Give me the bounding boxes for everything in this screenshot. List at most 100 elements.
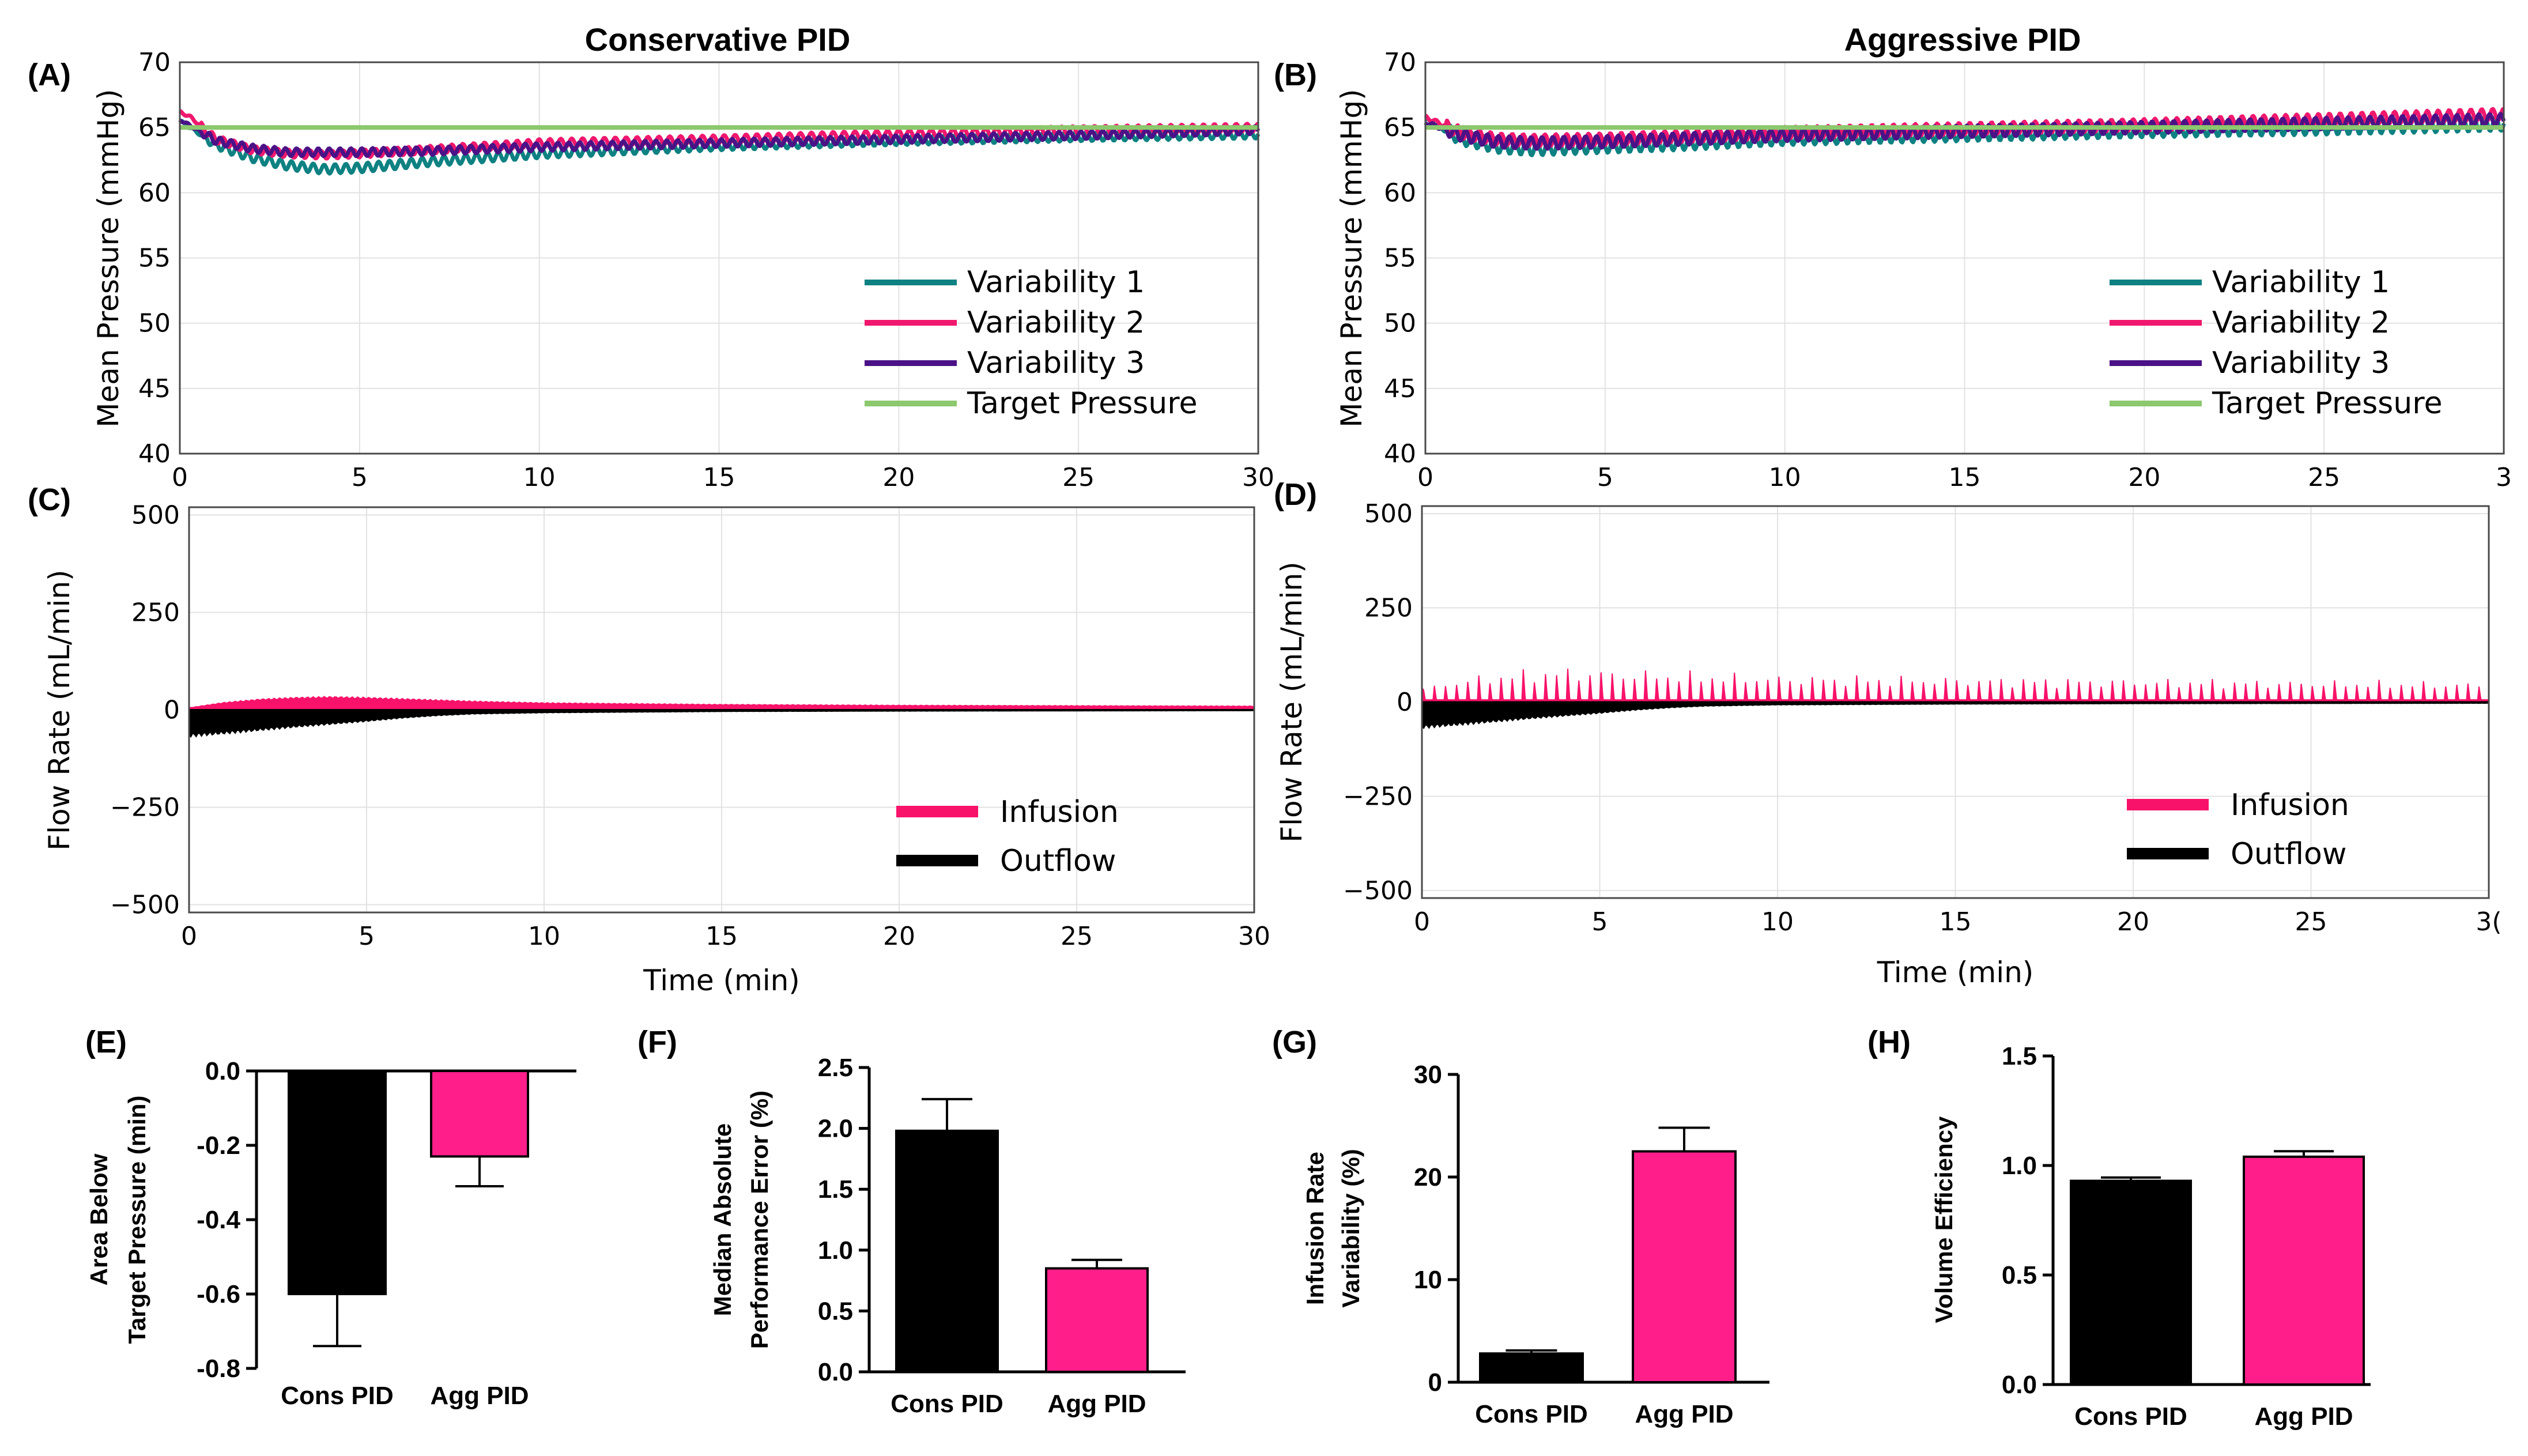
plot-frame: [188, 506, 1255, 914]
panel-A: (A) 0 5 10 15 20 25 30 40 45 50 55 60 65 70 Variability…: [28, 48, 1274, 492]
y-tick-label: 60: [138, 178, 171, 208]
x-tick-label: 30: [1242, 463, 1274, 492]
x-tick-label: 10: [1761, 907, 1794, 937]
x-tick-label: 3: [2496, 463, 2512, 492]
x-tick-label: 5: [1592, 907, 1608, 937]
bar-agg-pid: [2243, 1155, 2365, 1386]
plot-frame: [1424, 61, 2505, 455]
x-tick-label: 0: [1417, 463, 1433, 492]
y-axis-label: Mean Pressure (mmHg): [1335, 89, 1368, 427]
bar-cons-pid: [288, 1070, 387, 1295]
legend-label: Infusion: [1000, 795, 1119, 829]
y-tick-label: 50: [1384, 309, 1416, 338]
y-axis-label: Flow Rate (mL/min): [43, 569, 76, 850]
category-label: Agg PID: [430, 1382, 529, 1410]
y-tick-label: 60: [1384, 178, 1416, 208]
category-label: Cons PID: [2074, 1402, 2187, 1431]
bar-agg-pid: [1632, 1150, 1737, 1383]
y-tick-label: 50: [138, 309, 171, 338]
title-conservative-pid: Conservative PID: [585, 21, 851, 58]
x-tick-label: 10: [528, 922, 560, 951]
y-tick-label: −250: [1343, 782, 1413, 811]
y-tick-label: 70: [138, 48, 171, 77]
panel-F: (F) 0.0 0.5 1.0 1.5 2.0 2.5 Cons PID Agg PID Medi…: [637, 1025, 1186, 1418]
y-tick-label: 0.0: [818, 1358, 853, 1386]
panel-label-E: (E): [85, 1025, 127, 1059]
x-tick-label: 0: [181, 922, 197, 951]
y-axis-label: Area Below: [85, 1153, 112, 1285]
series-area-infusion: [1421, 668, 2489, 703]
legend-label: Infusion: [2231, 788, 2349, 823]
y-tick-label: −250: [110, 793, 180, 822]
x-tick-label: 10: [1769, 463, 1801, 492]
panel-label-B: (B): [1274, 58, 1317, 92]
panel-label-A: (A): [28, 58, 71, 92]
legend-label: Target Pressure: [967, 386, 1197, 421]
y-axis-label: Median Absolute: [709, 1123, 736, 1316]
legend-label: Variability 2: [967, 305, 1145, 340]
y-tick-label: 0: [164, 696, 180, 725]
y-tick-label: 20: [1414, 1163, 1442, 1191]
panel-G: (G) 0 10 20 30 Cons PID Agg PID Infusion Rate Va…: [1272, 1025, 1769, 1428]
x-axis-label: Time (min): [643, 964, 800, 997]
y-tick-label: 500: [1364, 499, 1413, 529]
bar-cons-pid: [895, 1129, 999, 1373]
y-tick-label: 1.0: [2002, 1152, 2037, 1180]
x-tick-label: 20: [882, 463, 915, 492]
panels: (A)0 5 10 15 20 25 3040455055606570Variability…: [28, 48, 2512, 1431]
x-tick-label: 3(: [2476, 907, 2501, 937]
legend-label: Variability 2: [2212, 305, 2390, 340]
panel-C: (C) 0 5 10 15 20 25 30 −500 −250 0 250 500 Infusion Ou…: [28, 482, 1270, 997]
y-tick-label: −500: [1343, 876, 1413, 906]
legend-label: Variability 3: [2212, 346, 2390, 380]
y-tick-label: 1.0: [818, 1236, 853, 1265]
x-tick-label: 15: [1949, 463, 1981, 492]
x-tick-label: 25: [1062, 463, 1095, 492]
y-tick-label: -0.8: [197, 1355, 240, 1383]
x-tick-label: 5: [352, 463, 368, 492]
y-tick-label: 45: [138, 374, 171, 403]
x-tick-label: 25: [2308, 463, 2340, 492]
y-tick-label: 0: [1428, 1368, 1442, 1397]
y-tick-label: 0.5: [818, 1297, 853, 1325]
y-tick-label: 40: [138, 439, 171, 469]
y-tick-label: 55: [138, 244, 171, 273]
y-tick-label: -0.2: [197, 1131, 240, 1160]
y-axis-label: Volume Efficiency: [1930, 1116, 1957, 1323]
y-tick-label: 0: [1397, 688, 1413, 717]
y-tick-label: 500: [131, 501, 180, 530]
bar-agg-pid: [430, 1070, 529, 1158]
legend-label: Target Pressure: [2212, 386, 2442, 421]
y-tick-label: 250: [131, 598, 180, 628]
y-tick-label: -0.6: [197, 1280, 240, 1308]
panel-label-C: (C): [28, 482, 71, 517]
x-tick-label: 5: [1597, 463, 1613, 492]
panel-D: (D) 0 5 10 15 20 25 3(−500 −250 0 250 500 Infusion Ou…: [1274, 477, 2502, 989]
x-tick-label: 15: [705, 922, 738, 951]
panel-label-H: (H): [1867, 1025, 1911, 1059]
y-tick-label: 45: [1384, 374, 1416, 403]
panel-label-F: (F): [637, 1025, 677, 1059]
y-tick-label: 65: [138, 113, 171, 142]
panel-E: (E) 0.0 -0.2 -0.4 -0.6 -0.8 Cons PID Agg PID Are…: [85, 1025, 576, 1410]
x-tick-label: 15: [703, 463, 735, 492]
y-tick-label: 10: [1414, 1266, 1442, 1294]
y-tick-label: 70: [1384, 48, 1416, 77]
legend-label: Outflow: [1000, 844, 1116, 878]
y-tick-label: 55: [1384, 244, 1416, 273]
x-tick-label: 30: [1238, 922, 1270, 951]
y-tick-label: 0.5: [2002, 1261, 2037, 1289]
series-area-outflow: [188, 709, 1255, 738]
y-tick-label: 1.5: [2002, 1042, 2037, 1070]
category-label: Cons PID: [891, 1390, 1003, 1418]
series-area-infusion: [188, 696, 1255, 711]
y-tick-label: 0.0: [2002, 1371, 2037, 1399]
bar-cons-pid: [2070, 1179, 2192, 1386]
category-label: Agg PID: [1635, 1400, 1733, 1428]
panel-label-G: (G): [1272, 1025, 1317, 1059]
y-tick-label: −500: [110, 890, 180, 919]
plot-frame: [1421, 505, 2490, 899]
y-axis-label: Target Pressure (min): [123, 1095, 150, 1344]
y-axis-label: Flow Rate (mL/min): [1275, 561, 1308, 842]
